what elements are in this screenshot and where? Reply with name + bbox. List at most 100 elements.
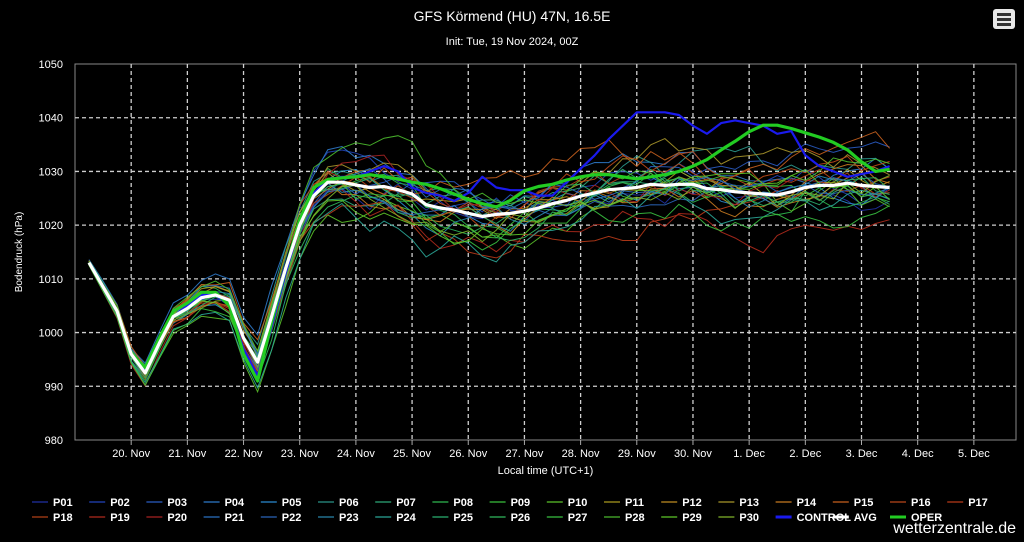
legend-item-p12[interactable]: P12 (661, 497, 702, 509)
legend-label: P20 (167, 512, 187, 524)
x-tick-label: 21. Nov (168, 448, 206, 460)
legend-item-p13[interactable]: P13 (718, 497, 759, 509)
x-tick-label: 25. Nov (393, 448, 431, 460)
x-tick-label: 5. Dec (958, 448, 990, 460)
legend-item-avg[interactable]: AVG (832, 512, 877, 524)
legend-item-p21[interactable]: P21 (203, 512, 245, 524)
series-line-p27 (88, 183, 890, 387)
main-series (87, 111, 890, 383)
legend-item-oper[interactable]: OPER (890, 512, 942, 524)
x-tick-label: 30. Nov (674, 448, 712, 460)
y-tick-label: 1040 (39, 113, 63, 125)
legend-item-p05[interactable]: P05 (260, 497, 302, 509)
legend-item-p01[interactable]: P01 (32, 497, 73, 509)
x-tick-label: 28. Nov (562, 448, 600, 460)
hamburger-menu-icon[interactable] (993, 9, 1015, 29)
legend-label: P22 (282, 512, 302, 524)
legend-item-p06[interactable]: P06 (318, 497, 359, 509)
legend-item-p25[interactable]: P25 (432, 512, 473, 524)
legend-label: P21 (225, 512, 245, 524)
legend-item-p09[interactable]: P09 (489, 497, 531, 509)
legend-item-p02[interactable]: P02 (89, 497, 130, 509)
legend-label: P18 (53, 512, 73, 524)
legend-item-p20[interactable]: P20 (146, 512, 187, 524)
legend-label: P17 (968, 497, 988, 509)
legend-item-p29[interactable]: P29 (661, 512, 702, 524)
x-tick-label: 24. Nov (337, 448, 375, 460)
legend-item-p03[interactable]: P03 (146, 497, 187, 509)
series-line-p05 (88, 168, 890, 379)
legend-label: P30 (739, 512, 759, 524)
legend-label: P29 (682, 512, 702, 524)
legend-item-p28[interactable]: P28 (604, 512, 645, 524)
x-tick-label: 27. Nov (505, 448, 543, 460)
legend-label: P05 (282, 497, 302, 509)
x-axis-label: Local time (UTC+1) (498, 465, 594, 477)
y-tick-label: 1010 (39, 274, 63, 286)
series-line-avg (87, 180, 890, 375)
legend-item-p27[interactable]: P27 (546, 512, 588, 524)
x-tick-label: 26. Nov (449, 448, 487, 460)
y-tick-label: 1020 (39, 220, 63, 232)
legend-label: P16 (911, 497, 931, 509)
legend-label: P24 (396, 512, 416, 524)
legend-label: P09 (511, 497, 531, 509)
legend-label: P11 (625, 497, 644, 509)
y-tick-label: 990 (45, 381, 63, 393)
legend-item-p19[interactable]: P19 (89, 512, 130, 524)
x-tick-label: 20. Nov (112, 448, 150, 460)
legend-label: P26 (511, 512, 531, 524)
legend-item-p26[interactable]: P26 (489, 512, 531, 524)
y-axis-label: Bodendruck (hPa) (14, 212, 25, 293)
series-line-p01 (88, 183, 890, 377)
series-line-p22 (88, 180, 890, 371)
series-line-p13 (88, 138, 890, 373)
legend-item-p15[interactable]: P15 (832, 497, 874, 509)
series-line-p19 (88, 189, 890, 387)
series-line-p15 (88, 131, 890, 368)
legend-label: P12 (682, 497, 702, 509)
legend-label: P19 (110, 512, 130, 524)
legend-label: P02 (110, 497, 130, 509)
legend-label: OPER (911, 512, 942, 524)
legend-item-p17[interactable]: P17 (947, 497, 988, 509)
series-line-p16 (88, 151, 890, 372)
x-tick-label: 29. Nov (618, 448, 656, 460)
series-line-p29 (88, 169, 890, 381)
legend-item-p14[interactable]: P14 (775, 497, 817, 509)
x-tick-label: 1. Dec (733, 448, 765, 460)
legend-item-p10[interactable]: P10 (546, 497, 588, 509)
legend-item-p07[interactable]: P07 (375, 497, 416, 509)
legend-item-p11[interactable]: P11 (604, 497, 644, 509)
watermark: wetterzentrale.de (893, 520, 1016, 537)
legend-item-p23[interactable]: P23 (318, 512, 359, 524)
series-line-p20 (88, 154, 890, 378)
legend-label: P15 (854, 497, 874, 509)
y-tick-label: 1030 (39, 166, 63, 178)
legend-item-p22[interactable]: P22 (260, 512, 302, 524)
chart-subtitle: Init: Tue, 19 Nov 2024, 00Z (445, 36, 579, 48)
series-line-control (88, 111, 890, 377)
legend-label: P25 (453, 512, 473, 524)
legend-label: P23 (339, 512, 359, 524)
legend-item-control[interactable]: CONTROL (775, 512, 852, 524)
legend-item-p30[interactable]: P30 (718, 512, 759, 524)
series-line-p23 (88, 175, 890, 376)
x-tick-label: 23. Nov (281, 448, 319, 460)
chart-title: GFS Körmend (HU) 47N, 16.5E (413, 8, 611, 24)
legend-item-p24[interactable]: P24 (375, 512, 417, 524)
x-tick-label: 4. Dec (902, 448, 934, 460)
series-line-p18 (88, 163, 890, 375)
legend-item-p16[interactable]: P16 (890, 497, 931, 509)
y-tick-label: 980 (45, 435, 63, 447)
legend-item-p08[interactable]: P08 (432, 497, 473, 509)
x-tick-label: 22. Nov (225, 448, 263, 460)
y-tick-label: 1000 (39, 328, 63, 340)
legend-label: P27 (568, 512, 588, 524)
ensemble-lines (88, 131, 890, 394)
legend-item-p04[interactable]: P04 (203, 497, 245, 509)
legend-label: P07 (396, 497, 416, 509)
legend-item-p18[interactable]: P18 (32, 512, 73, 524)
legend-label: P06 (339, 497, 359, 509)
